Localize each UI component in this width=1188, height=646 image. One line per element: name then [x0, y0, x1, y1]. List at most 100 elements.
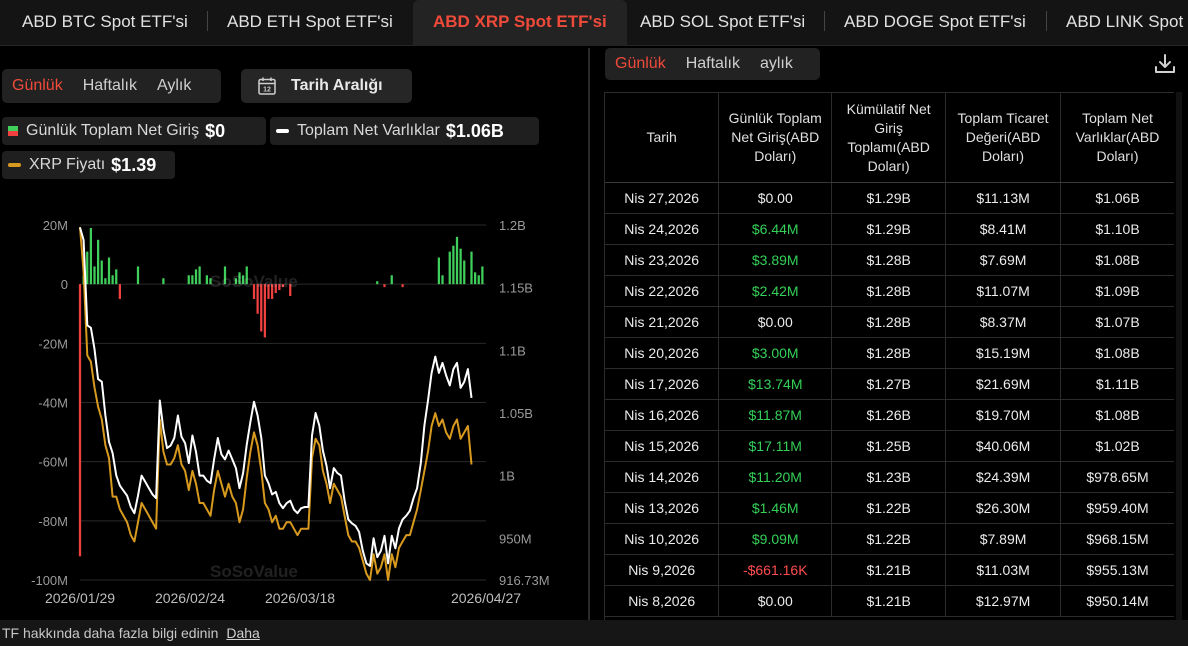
- price-line: [79, 226, 473, 581]
- table-row[interactable]: Nis 15,2026 $17.11M $1.25B $40.06M $1.02B: [605, 430, 1174, 462]
- table-row[interactable]: Nis 8,2026 $0.00 $1.21B $12.97M $950.14M: [605, 585, 1174, 617]
- tab-divider: [824, 11, 825, 31]
- date-range-button[interactable]: 12 Tarih Aralığı: [241, 69, 412, 103]
- cell-trade-value: $21.69M: [945, 368, 1062, 400]
- inflow-bar: [252, 284, 256, 299]
- inflow-bar: [115, 269, 118, 285]
- cell-daily-inflow: $11.20M: [718, 461, 833, 493]
- legend-net-assets[interactable]: Toplam Net Varlıklar $1.06B: [270, 117, 539, 145]
- table-scrollbar[interactable]: [1176, 92, 1182, 620]
- inflow-bar: [452, 245, 455, 285]
- period-daily[interactable]: Günlük: [12, 77, 63, 94]
- inflow-bar: [78, 284, 82, 557]
- cell-cumulative-inflow: $1.28B: [831, 275, 947, 307]
- tab-eth-etf[interactable]: ABD ETH Spot ETF'si: [227, 12, 393, 31]
- col-header-daily-inflow[interactable]: Günlük Toplam Net Giriş(ABD Doları): [718, 92, 833, 183]
- tab-divider: [1046, 11, 1047, 31]
- right-tick-label: 1.15B: [499, 281, 533, 296]
- cell-trade-value: $24.39M: [945, 461, 1062, 493]
- cell-cumulative-inflow: $1.21B: [831, 554, 947, 586]
- legend-price-value: $1.39: [111, 154, 157, 175]
- inflow-bar: [93, 266, 96, 285]
- table-row[interactable]: Nis 9,2026 -$661.16K $1.21B $11.03M $955.13M: [605, 554, 1174, 586]
- inflow-bar: [470, 251, 473, 285]
- inflow-bar: [89, 227, 92, 285]
- cell-cumulative-inflow: $1.23B: [831, 461, 947, 493]
- inflow-bar: [107, 257, 111, 285]
- period-monthly[interactable]: Aylık: [156, 77, 192, 94]
- col-header-date[interactable]: Tarih: [605, 92, 720, 183]
- period-weekly[interactable]: Haftalık: [82, 77, 137, 94]
- table-row[interactable]: Nis 24,2026 $6.44M $1.29B $8.41M $1.10B: [605, 213, 1174, 245]
- col-header-net-assets[interactable]: Toplam Net Varlıklar(ABD Doları): [1060, 92, 1174, 183]
- inflow-bar: [448, 251, 451, 285]
- inflow-bar: [267, 284, 270, 299]
- legend-net-inflow-value: $0: [205, 120, 226, 141]
- inflow-bar: [390, 275, 393, 285]
- cell-daily-inflow: $9.09M: [718, 523, 833, 555]
- table-row[interactable]: Nis 27,2026 $0.00 $1.29B $11.13M $1.06B: [605, 182, 1174, 214]
- table-row[interactable]: Nis 13,2026 $1.46M $1.22B $26.30M $959.40M: [605, 492, 1174, 524]
- left-tick-label: -20M: [38, 336, 68, 351]
- table-row[interactable]: Nis 16,2026 $11.87M $1.26B $19.70M $1.08B: [605, 399, 1174, 431]
- cell-trade-value: $8.37M: [945, 306, 1062, 338]
- download-icon[interactable]: [1153, 52, 1177, 76]
- table-period-monthly[interactable]: aylık: [759, 55, 793, 72]
- footer-text: TF hakkında daha fazla bilgi edinin: [2, 625, 219, 641]
- left-tick-label: 20M: [43, 218, 68, 233]
- inflow-bar: [474, 272, 477, 285]
- table-row[interactable]: Nis 14,2026 $11.20M $1.23B $24.39M $978.65M: [605, 461, 1174, 493]
- inflow-bar: [162, 278, 165, 285]
- table-row[interactable]: Nis 21,2026 $0.00 $1.28B $8.37M $1.07B: [605, 306, 1174, 338]
- inflow-bar: [383, 284, 386, 288]
- cell-trade-value: $11.13M: [945, 182, 1062, 214]
- cell-daily-inflow: $2.42M: [718, 275, 833, 307]
- legend-net-inflow[interactable]: Günlük Toplam Net Giriş $0: [2, 117, 266, 145]
- tab-link-etf[interactable]: ABD LINK Spot ETF'si: [1066, 12, 1188, 31]
- inflow-bar: [437, 257, 440, 285]
- table-period-daily[interactable]: Günlük: [615, 55, 666, 72]
- cell-daily-inflow: $1.46M: [718, 492, 833, 524]
- cell-daily-inflow: $3.00M: [718, 337, 833, 369]
- inflow-bar: [209, 278, 212, 285]
- tab-divider: [207, 11, 208, 31]
- table-row[interactable]: Nis 17,2026 $13.74M $1.27B $21.69M $1.11B: [605, 368, 1174, 400]
- legend-price-label: XRP Fiyatı: [29, 156, 106, 173]
- cell-cumulative-inflow: $1.22B: [831, 523, 947, 555]
- table-row[interactable]: Nis 20,2026 $3.00M $1.28B $15.19M $1.08B: [605, 337, 1174, 369]
- inflow-bar: [260, 284, 263, 332]
- x-tick-label: 2026/01/29: [45, 590, 115, 606]
- flow-table: Tarih Günlük Toplam Net Giriş(ABD Doları…: [605, 92, 1174, 617]
- cell-net-assets: $1.08B: [1060, 337, 1174, 369]
- tab-btc-etf[interactable]: ABD BTC Spot ETF'si: [22, 12, 188, 31]
- inflow-bar: [463, 260, 466, 285]
- inflow-bar: [104, 278, 107, 285]
- cell-trade-value: $12.97M: [945, 585, 1062, 617]
- inflow-bar: [245, 266, 248, 285]
- tab-sol-etf[interactable]: ABD SOL Spot ETF'si: [640, 12, 806, 31]
- footer-bar: TF hakkında daha fazla bilgi edinin Daha: [0, 620, 1188, 646]
- panel-divider: [588, 48, 590, 620]
- tab-xrp-etf[interactable]: ABD XRP Spot ETF'si: [413, 0, 627, 46]
- cell-cumulative-inflow: $1.29B: [831, 213, 947, 245]
- cell-daily-inflow: $3.89M: [718, 244, 833, 276]
- left-tick-label: 0: [61, 277, 68, 292]
- tab-doge-etf[interactable]: ABD DOGE Spot ETF'si: [844, 12, 1026, 31]
- cell-date: Nis 16,2026: [605, 399, 720, 431]
- table-row[interactable]: Nis 10,2026 $9.09M $1.22B $7.89M $968.15M: [605, 523, 1174, 555]
- cell-trade-value: $7.89M: [945, 523, 1062, 555]
- inflow-bar: [274, 284, 277, 294]
- flow-table-container[interactable]: Tarih Günlük Toplam Net Giriş(ABD Doları…: [604, 92, 1174, 620]
- table-row[interactable]: Nis 23,2026 $3.89M $1.28B $7.69M $1.08B: [605, 244, 1174, 276]
- col-header-trade-value[interactable]: Toplam Ticaret Değeri(ABD Doları): [945, 92, 1062, 183]
- cell-date: Nis 13,2026: [605, 492, 720, 524]
- legend-price[interactable]: XRP Fiyatı $1.39: [2, 151, 175, 179]
- col-header-cumulative-inflow[interactable]: Kümülatif Net Giriş Toplamı(ABD Doları): [831, 92, 947, 183]
- table-period-weekly[interactable]: Haftalık: [685, 55, 740, 72]
- table-row[interactable]: Nis 22,2026 $2.42M $1.28B $11.07M $1.09B: [605, 275, 1174, 307]
- inflow-bar: [459, 248, 462, 285]
- cell-date: Nis 23,2026: [605, 244, 720, 276]
- footer-more-link[interactable]: Daha: [226, 625, 260, 641]
- cell-cumulative-inflow: $1.25B: [831, 430, 947, 462]
